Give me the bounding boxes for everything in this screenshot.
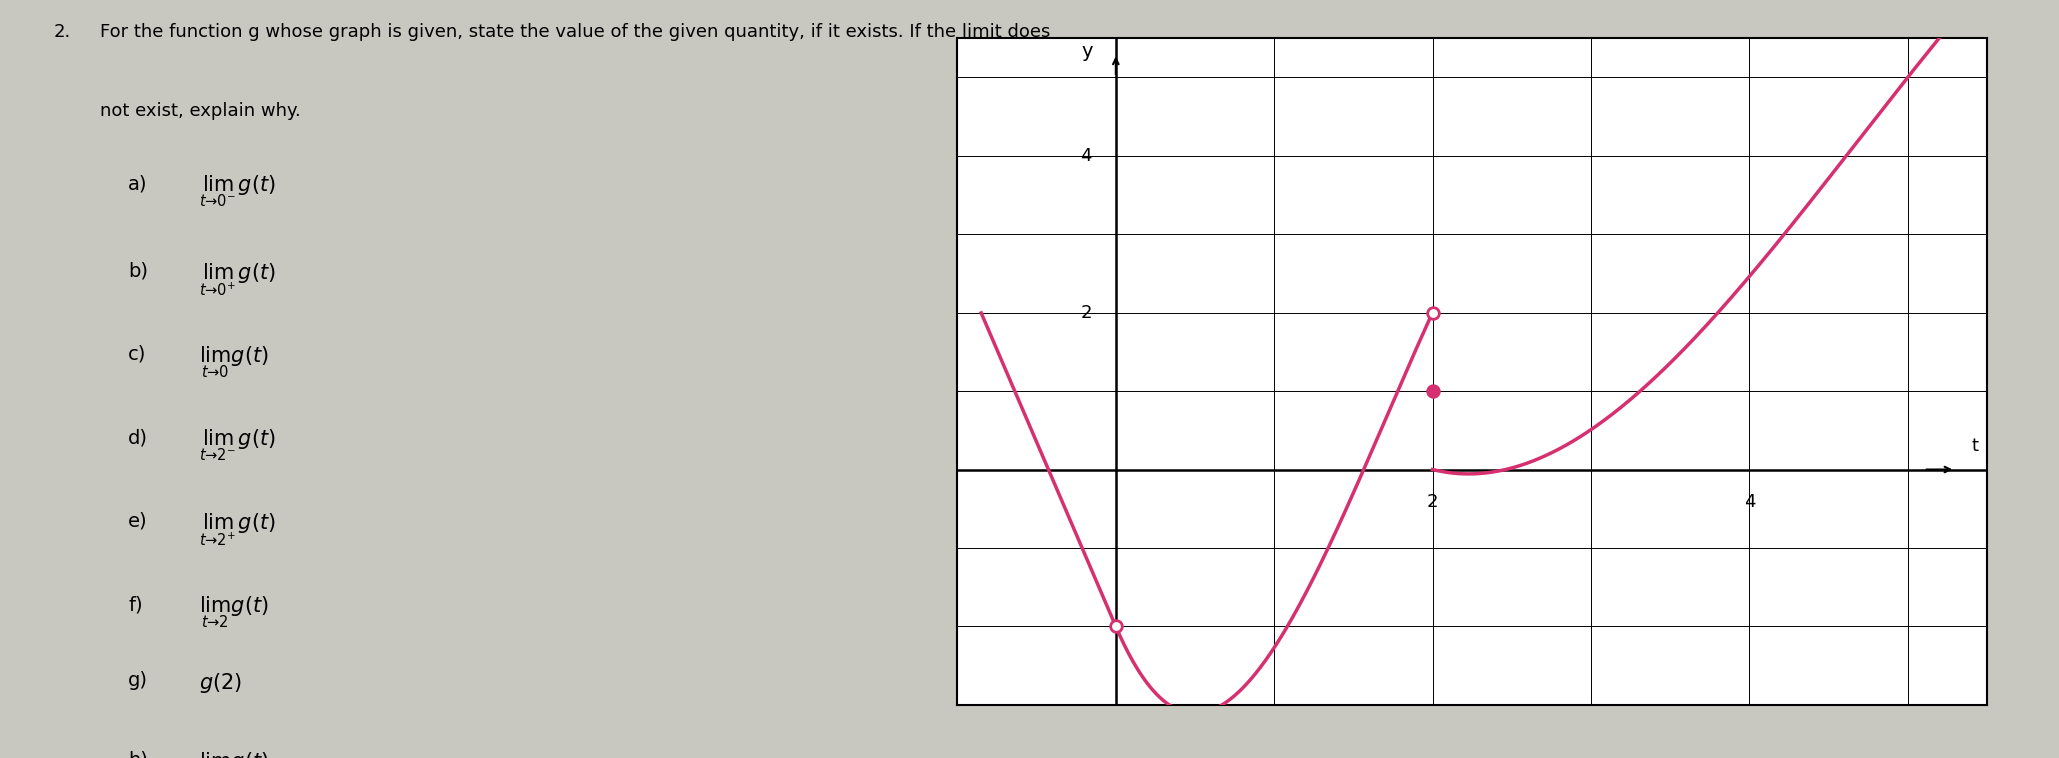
Text: c): c) bbox=[128, 345, 146, 364]
Text: $\lim_{t\to 0^-}g(t)$: $\lim_{t\to 0^-}g(t)$ bbox=[198, 174, 276, 209]
Text: $\lim_{t\to 2}g(t)$: $\lim_{t\to 2}g(t)$ bbox=[198, 595, 268, 630]
Text: $\lim_{t\to 0^+}g(t)$: $\lim_{t\to 0^+}g(t)$ bbox=[198, 262, 276, 298]
Text: $\lim_{t\to 4}g(t)$: $\lim_{t\to 4}g(t)$ bbox=[198, 750, 268, 758]
Text: b): b) bbox=[128, 262, 148, 280]
Text: a): a) bbox=[128, 174, 148, 193]
Text: 2: 2 bbox=[1427, 493, 1439, 511]
Text: g): g) bbox=[128, 671, 148, 690]
Text: $g(2)$: $g(2)$ bbox=[198, 671, 241, 695]
Text: t: t bbox=[1970, 437, 1979, 455]
Point bbox=[1417, 306, 1450, 318]
Text: $\lim_{t\to 2^+}g(t)$: $\lim_{t\to 2^+}g(t)$ bbox=[198, 512, 276, 548]
Text: 4: 4 bbox=[1744, 493, 1754, 511]
Point bbox=[1100, 620, 1132, 632]
Text: 2.: 2. bbox=[54, 23, 70, 41]
Text: $\lim_{t\to 0}g(t)$: $\lim_{t\to 0}g(t)$ bbox=[198, 345, 268, 380]
Text: h): h) bbox=[128, 750, 148, 758]
Text: f): f) bbox=[128, 595, 142, 614]
Text: $\lim_{t\to 2^-}g(t)$: $\lim_{t\to 2^-}g(t)$ bbox=[198, 428, 276, 463]
Text: For the function g whose graph is given, state the value of the given quantity, : For the function g whose graph is given,… bbox=[101, 23, 1050, 41]
Point bbox=[1417, 385, 1450, 397]
Text: y: y bbox=[1081, 42, 1093, 61]
Text: 2: 2 bbox=[1081, 303, 1091, 321]
Text: 4: 4 bbox=[1081, 146, 1091, 164]
Text: d): d) bbox=[128, 428, 148, 447]
Text: e): e) bbox=[128, 512, 148, 531]
Text: not exist, explain why.: not exist, explain why. bbox=[101, 102, 301, 121]
